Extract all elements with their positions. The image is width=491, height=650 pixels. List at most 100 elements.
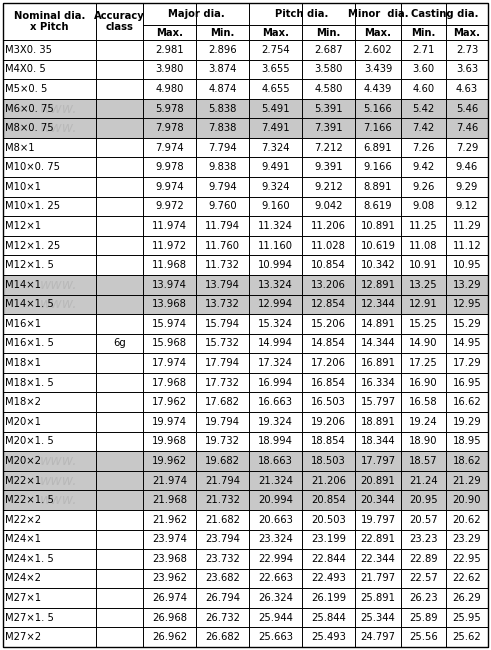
- Text: 21.206: 21.206: [311, 476, 346, 486]
- Text: 16.334: 16.334: [360, 378, 395, 387]
- Text: www.: www.: [40, 474, 78, 488]
- Text: 3.655: 3.655: [261, 64, 290, 74]
- Text: 9.978: 9.978: [155, 162, 184, 172]
- Bar: [3, 471, 488, 490]
- Text: 9.212: 9.212: [314, 182, 343, 192]
- Text: 16.95: 16.95: [453, 378, 481, 387]
- Text: Min.: Min.: [210, 27, 235, 38]
- Text: 16.62: 16.62: [453, 397, 481, 408]
- Text: 15.29: 15.29: [453, 319, 481, 329]
- Text: 10.994: 10.994: [258, 260, 293, 270]
- Text: 9.391: 9.391: [314, 162, 343, 172]
- Text: 19.974: 19.974: [152, 417, 187, 427]
- Text: M27×1: M27×1: [5, 593, 41, 603]
- Text: 7.391: 7.391: [314, 123, 343, 133]
- Text: 23.682: 23.682: [205, 573, 240, 584]
- Text: 9.166: 9.166: [364, 162, 392, 172]
- Text: 11.760: 11.760: [205, 240, 240, 251]
- Text: 17.794: 17.794: [205, 358, 240, 368]
- Text: M8×0. 75: M8×0. 75: [5, 123, 54, 133]
- Text: www.: www.: [40, 493, 78, 507]
- Text: 21.324: 21.324: [258, 476, 293, 486]
- Text: 25.663: 25.663: [258, 632, 293, 642]
- Text: 8.619: 8.619: [364, 202, 392, 211]
- Text: 13.29: 13.29: [453, 280, 481, 290]
- Text: 19.206: 19.206: [311, 417, 346, 427]
- Text: 20.503: 20.503: [311, 515, 346, 525]
- Text: 17.25: 17.25: [409, 358, 438, 368]
- Text: 23.974: 23.974: [152, 534, 187, 544]
- Text: 10.95: 10.95: [453, 260, 481, 270]
- Text: 25.844: 25.844: [311, 613, 346, 623]
- Text: 4.980: 4.980: [155, 84, 184, 94]
- Text: M18×2: M18×2: [5, 397, 41, 408]
- Text: M12×1: M12×1: [5, 221, 41, 231]
- Text: 19.794: 19.794: [205, 417, 240, 427]
- Text: 4.439: 4.439: [364, 84, 392, 94]
- Text: 26.732: 26.732: [205, 613, 240, 623]
- Bar: [3, 99, 488, 118]
- Text: 18.503: 18.503: [311, 456, 346, 466]
- Text: 4.655: 4.655: [261, 84, 290, 94]
- Text: 14.891: 14.891: [360, 319, 395, 329]
- Text: 11.25: 11.25: [409, 221, 438, 231]
- Text: Max.: Max.: [262, 27, 289, 38]
- Text: 4.874: 4.874: [208, 84, 237, 94]
- Text: 10.342: 10.342: [360, 260, 395, 270]
- Text: 5.491: 5.491: [261, 103, 290, 114]
- Bar: [3, 451, 488, 471]
- Text: 7.974: 7.974: [155, 143, 184, 153]
- Text: 12.95: 12.95: [453, 300, 481, 309]
- Text: 15.206: 15.206: [311, 319, 346, 329]
- Text: M20×1. 5: M20×1. 5: [5, 436, 54, 447]
- Text: 18.344: 18.344: [361, 436, 395, 447]
- Text: Max.: Max.: [454, 27, 481, 38]
- Bar: [3, 275, 488, 294]
- Text: 7.324: 7.324: [261, 143, 290, 153]
- Text: 20.62: 20.62: [453, 515, 481, 525]
- Text: 22.89: 22.89: [409, 554, 438, 564]
- Text: 23.29: 23.29: [453, 534, 481, 544]
- Text: 21.794: 21.794: [205, 476, 240, 486]
- Text: 18.891: 18.891: [360, 417, 395, 427]
- Text: 17.974: 17.974: [152, 358, 187, 368]
- Text: 12.91: 12.91: [409, 300, 438, 309]
- Text: 26.682: 26.682: [205, 632, 240, 642]
- Text: 22.57: 22.57: [409, 573, 438, 584]
- Text: 22.994: 22.994: [258, 554, 293, 564]
- Text: M20×1: M20×1: [5, 417, 41, 427]
- Text: 13.974: 13.974: [152, 280, 187, 290]
- Text: 11.028: 11.028: [311, 240, 346, 251]
- Text: 7.491: 7.491: [261, 123, 290, 133]
- Text: 3.874: 3.874: [208, 64, 237, 74]
- Text: 22.891: 22.891: [360, 534, 395, 544]
- Text: 18.663: 18.663: [258, 456, 293, 466]
- Text: 12.891: 12.891: [360, 280, 395, 290]
- Text: 9.29: 9.29: [456, 182, 478, 192]
- Text: 23.324: 23.324: [258, 534, 293, 544]
- Text: 25.56: 25.56: [409, 632, 438, 642]
- Text: 13.324: 13.324: [258, 280, 293, 290]
- Text: M14×1. 5: M14×1. 5: [5, 300, 54, 309]
- Text: Major dia.: Major dia.: [167, 9, 224, 19]
- Text: 2.602: 2.602: [364, 45, 392, 55]
- Text: 9.838: 9.838: [208, 162, 237, 172]
- Text: 9.46: 9.46: [456, 162, 478, 172]
- Text: 19.962: 19.962: [152, 456, 187, 466]
- Text: 15.732: 15.732: [205, 339, 240, 348]
- Text: 25.95: 25.95: [453, 613, 481, 623]
- Text: 9.794: 9.794: [208, 182, 237, 192]
- Text: 5.391: 5.391: [314, 103, 343, 114]
- Text: 15.25: 15.25: [409, 319, 438, 329]
- Text: 11.160: 11.160: [258, 240, 293, 251]
- Text: 11.08: 11.08: [409, 240, 438, 251]
- Text: 21.29: 21.29: [453, 476, 481, 486]
- Text: 20.891: 20.891: [360, 476, 395, 486]
- Text: 7.46: 7.46: [456, 123, 478, 133]
- Text: 9.491: 9.491: [261, 162, 290, 172]
- Text: 3.980: 3.980: [155, 64, 184, 74]
- Text: 3.439: 3.439: [364, 64, 392, 74]
- Text: 23.794: 23.794: [205, 534, 240, 544]
- Text: 17.682: 17.682: [205, 397, 240, 408]
- Text: 4.580: 4.580: [314, 84, 343, 94]
